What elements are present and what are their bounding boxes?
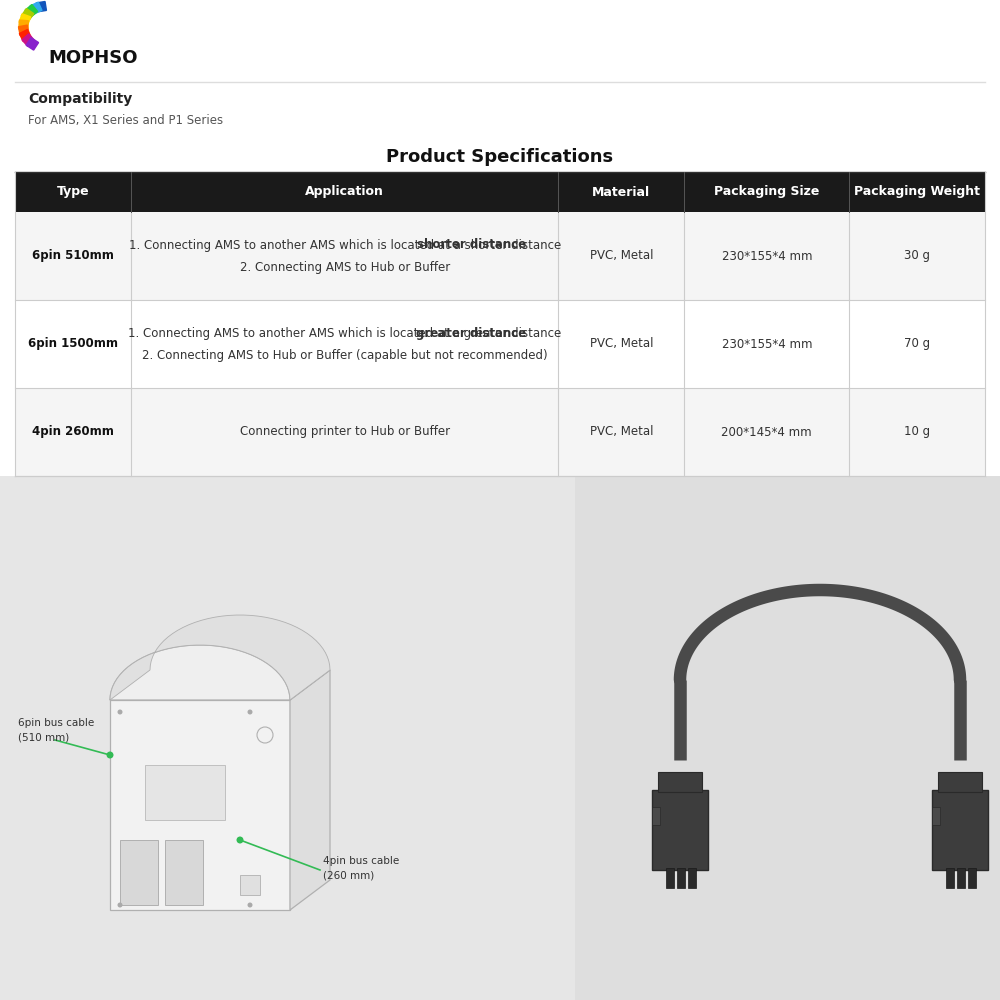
Bar [0,476,575,1000]
Bar [932,807,940,825]
Text: 230*155*4 mm: 230*155*4 mm [722,249,812,262]
Text: Material: Material [592,186,650,198]
Bar [15,388,985,476]
Text: 200*145*4 mm: 200*145*4 mm [721,426,812,438]
Bar [30,2,42,14]
Circle shape [106,752,114,758]
Text: greater distance: greater distance [416,326,526,340]
Bar [19,30,31,42]
Text: Application: Application [305,186,384,198]
Bar [688,868,696,888]
Text: Packaging Weight: Packaging Weight [854,186,980,198]
Text: 6pin 510mm: 6pin 510mm [32,249,114,262]
Text: 1. Connecting AMS to another AMS which is located at a greater distance: 1. Connecting AMS to another AMS which i… [128,326,561,340]
Bar [658,772,702,792]
Bar [15,172,985,212]
Bar [652,790,708,870]
Bar [19,25,29,36]
Text: Connecting printer to Hub or Buffer: Connecting printer to Hub or Buffer [240,426,450,438]
Bar [120,840,158,905]
Text: 1. Connecting AMS to another AMS which is located at a shorter distance: 1. Connecting AMS to another AMS which i… [129,238,561,251]
Bar [575,476,1000,1000]
Bar [21,9,34,21]
Circle shape [248,710,252,714]
Bar [15,300,985,388]
Bar [36,2,46,12]
Bar [19,14,31,25]
Polygon shape [110,645,290,700]
Text: PVC, Metal: PVC, Metal [590,249,653,262]
Bar [938,772,982,792]
Polygon shape [110,670,330,700]
Circle shape [118,710,122,714]
Bar [957,868,965,888]
Bar [145,765,225,820]
Polygon shape [110,615,330,700]
Text: PVC, Metal: PVC, Metal [590,338,653,351]
Text: 10 g: 10 g [904,426,930,438]
Circle shape [248,902,252,908]
Text: 4pin bus cable
(260 mm): 4pin bus cable (260 mm) [323,856,399,880]
Bar [932,790,988,870]
Text: For AMS, X1 Series and P1 Series: For AMS, X1 Series and P1 Series [28,114,223,127]
Text: 2. Connecting AMS to Hub or Buffer: 2. Connecting AMS to Hub or Buffer [240,260,450,273]
Circle shape [118,902,122,908]
Text: 6pin bus cable
(510 mm): 6pin bus cable (510 mm) [18,718,94,742]
Bar [22,34,35,47]
Circle shape [237,836,244,844]
Bar [677,868,685,888]
Text: Type: Type [57,186,90,198]
Text: 4pin 260mm: 4pin 260mm [32,426,114,438]
Bar [26,38,39,50]
Polygon shape [110,700,290,910]
Text: Packaging Size: Packaging Size [714,186,819,198]
Text: shorter distance: shorter distance [417,238,526,251]
Text: 230*155*4 mm: 230*155*4 mm [722,338,812,351]
Text: Product Specifications: Product Specifications [386,148,614,166]
Text: 70 g: 70 g [904,338,930,351]
Bar [240,875,260,895]
Bar [19,20,28,30]
Text: Compatibility: Compatibility [28,92,132,106]
Text: PVC, Metal: PVC, Metal [590,426,653,438]
Bar [25,5,38,17]
Text: MOPHSO: MOPHSO [48,49,138,67]
Bar [165,840,203,905]
Bar [652,807,660,825]
Bar [666,868,674,888]
Bar [15,212,985,300]
Bar [946,868,954,888]
Text: 30 g: 30 g [904,249,930,262]
Bar [968,868,976,888]
Polygon shape [290,670,330,910]
Text: 2. Connecting AMS to Hub or Buffer (capable but not recommended): 2. Connecting AMS to Hub or Buffer (capa… [142,349,548,361]
Text: 6pin 1500mm: 6pin 1500mm [28,338,118,351]
